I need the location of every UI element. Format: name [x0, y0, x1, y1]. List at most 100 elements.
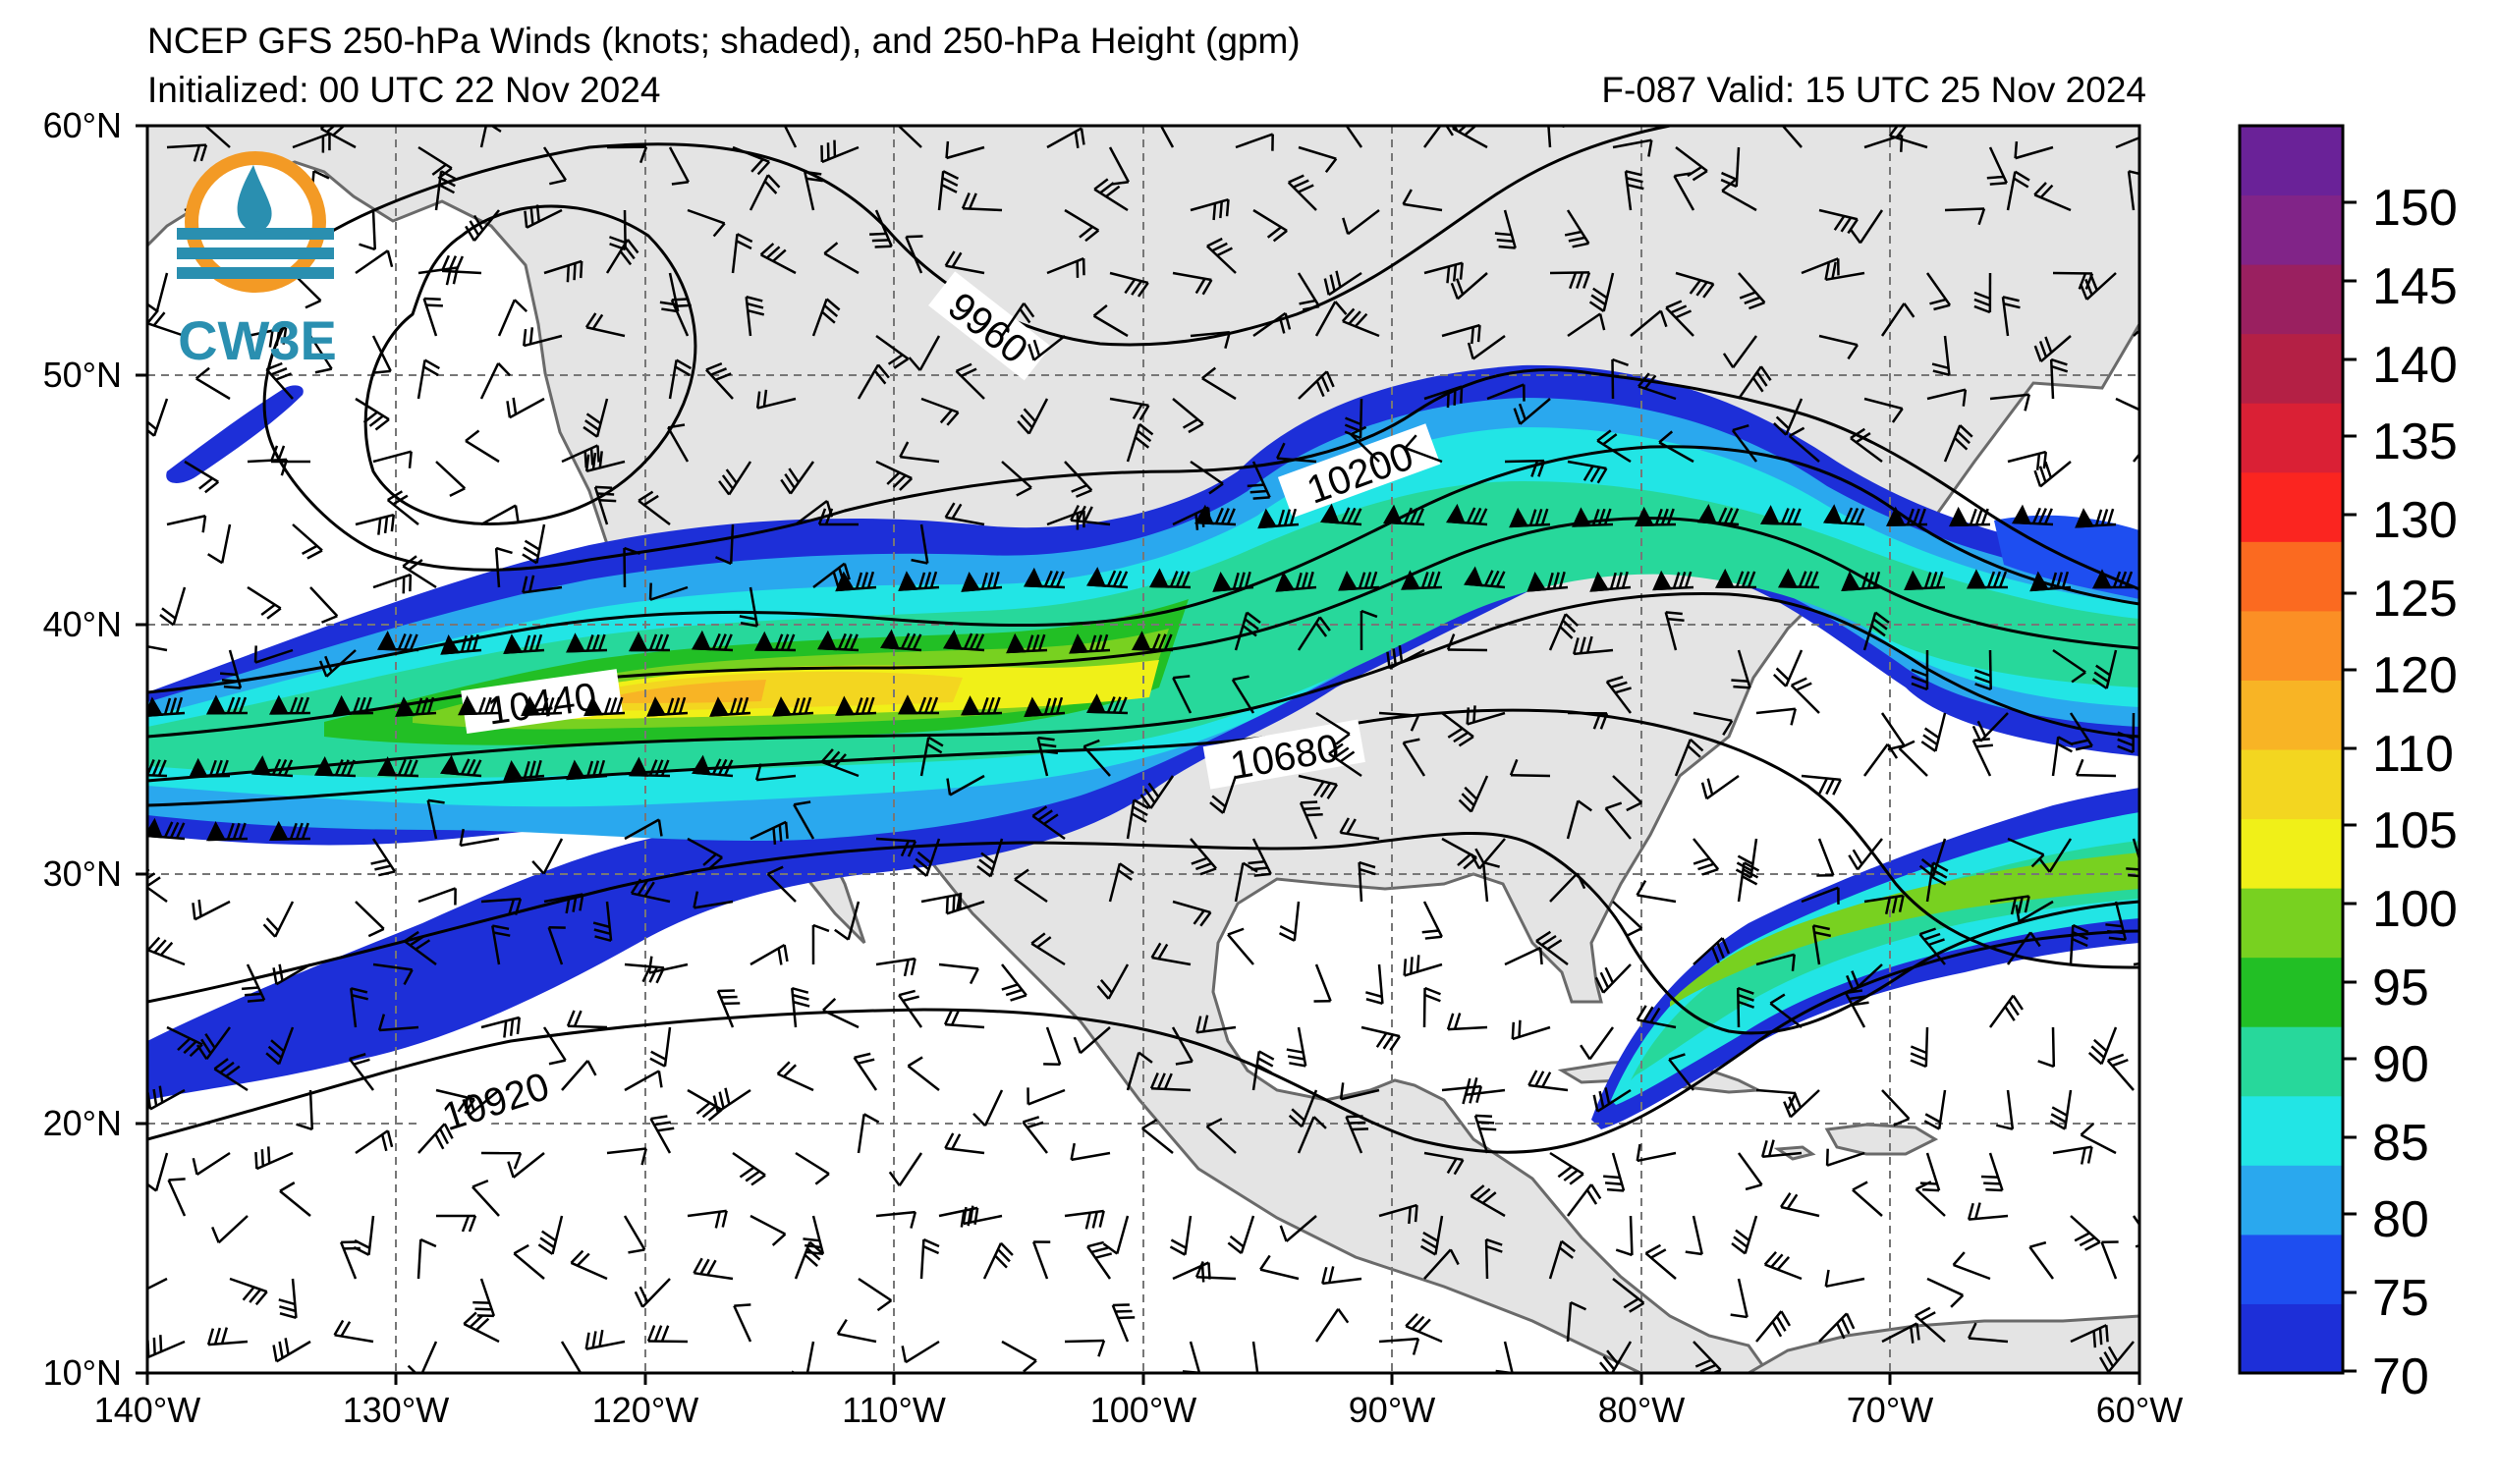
wind-barb [693, 891, 734, 909]
colorbar-label: 150 [2372, 180, 2458, 237]
wind-barb [247, 585, 282, 620]
wind-barb [1881, 1089, 1911, 1127]
wind-barb [561, 444, 600, 468]
wind-barb [1504, 459, 1546, 477]
wind-barb [543, 893, 584, 914]
wind-barb [2100, 1240, 2119, 1280]
wind-barbs [147, 126, 2139, 1373]
wind-barb [705, 361, 734, 400]
wind-barb [1465, 1077, 1506, 1096]
wind-barb [426, 798, 445, 840]
wind-barb [1001, 1340, 1037, 1373]
wind-barb [395, 696, 437, 717]
wind-barb [1297, 1116, 1327, 1154]
wind-barb [1450, 272, 1488, 301]
wind-barb [1096, 963, 1130, 1000]
wind-barb [1171, 1026, 1193, 1066]
wind-barb [372, 573, 413, 594]
wind-barb [1572, 507, 1614, 527]
wind-barb [1092, 303, 1129, 338]
wind-barb [2014, 140, 2054, 160]
wind-barb [1862, 743, 1899, 777]
wind-barb [1386, 645, 1425, 670]
wind-barb [159, 586, 187, 627]
wind-barb [1566, 799, 1593, 840]
contour-line [262, 323, 2139, 591]
wind-barb [1360, 1025, 1401, 1052]
wind-barb [634, 1278, 671, 1308]
wind-barb [628, 632, 671, 652]
wind-barb [1737, 365, 1772, 400]
wind-barb [1279, 1215, 1317, 1242]
wind-barb [1464, 566, 1506, 589]
wind-barb [313, 755, 357, 778]
wind-barb [1001, 461, 1032, 497]
water-drop-icon [237, 165, 272, 232]
wind-barb [566, 632, 608, 653]
wind-barb [377, 1014, 419, 1032]
colorbar-segment [2240, 1165, 2343, 1236]
wind-barb [898, 989, 923, 1028]
wind-barb [1693, 1341, 1722, 1373]
wind-barb [1931, 335, 1951, 376]
wind-barb [955, 362, 985, 400]
wind-barb [1022, 1116, 1048, 1154]
wind-barb [1298, 145, 1338, 173]
wind-barb [649, 1026, 672, 1068]
wind-barb [1635, 506, 1677, 527]
wind-barb [1612, 138, 1653, 157]
wind-barb [1721, 179, 1757, 212]
wind-barb [272, 962, 311, 986]
wind-barb [211, 1215, 249, 1244]
wind-barb [1338, 571, 1380, 591]
wind-barb [2105, 901, 2128, 942]
wind-barb [1824, 261, 1865, 282]
wind-barb [776, 1061, 814, 1092]
wind-barb [2033, 335, 2072, 363]
wind-barb [712, 1087, 751, 1114]
wind-barb [333, 1319, 374, 1344]
wind-barb [1549, 872, 1586, 903]
wind-barb [1755, 707, 1797, 726]
wind-barb [192, 1151, 231, 1176]
wind-barb [693, 1257, 734, 1281]
wind-barb [1046, 257, 1085, 278]
wind-barb [1513, 398, 1551, 425]
wind-barb [1700, 774, 1740, 800]
wind-barb [480, 504, 520, 526]
wind-barb [1944, 207, 1986, 226]
wind-barb [404, 930, 437, 966]
wind-barb [440, 754, 482, 778]
wind-barb [1731, 424, 1757, 463]
wind-barb [1841, 571, 1883, 592]
wind-barb [1315, 711, 1351, 745]
wind-barb [1297, 616, 1331, 651]
wind-barb [1111, 1303, 1136, 1343]
wind-barb [1755, 953, 1796, 971]
wind-barb [2033, 461, 2072, 488]
wind-barb [1777, 568, 1820, 589]
wind-barb [1911, 649, 1929, 691]
wind-barb [1549, 271, 1591, 290]
wind-barb [1790, 677, 1820, 714]
wind-barb [2115, 131, 2139, 149]
wind-barb [2033, 182, 2072, 212]
wind-barb [836, 1318, 877, 1344]
wind-barb [1612, 901, 1643, 938]
wind-barb [692, 754, 734, 778]
wind-barb [1321, 1266, 1362, 1286]
wind-barb [371, 335, 392, 374]
wind-barb [1108, 862, 1135, 903]
wind-barb [749, 1214, 787, 1246]
wind-barb [472, 1278, 496, 1318]
wind-barb [584, 451, 626, 472]
wind-barb [2087, 1026, 2118, 1066]
wind-barb [265, 1026, 295, 1066]
wind-barb [376, 756, 419, 778]
wind-barb [1880, 302, 1915, 337]
wind-barb [739, 586, 759, 628]
wind-barb [709, 696, 751, 717]
wind-barb [253, 645, 294, 664]
wind-barb [1227, 927, 1254, 965]
wind-barb [946, 774, 985, 797]
